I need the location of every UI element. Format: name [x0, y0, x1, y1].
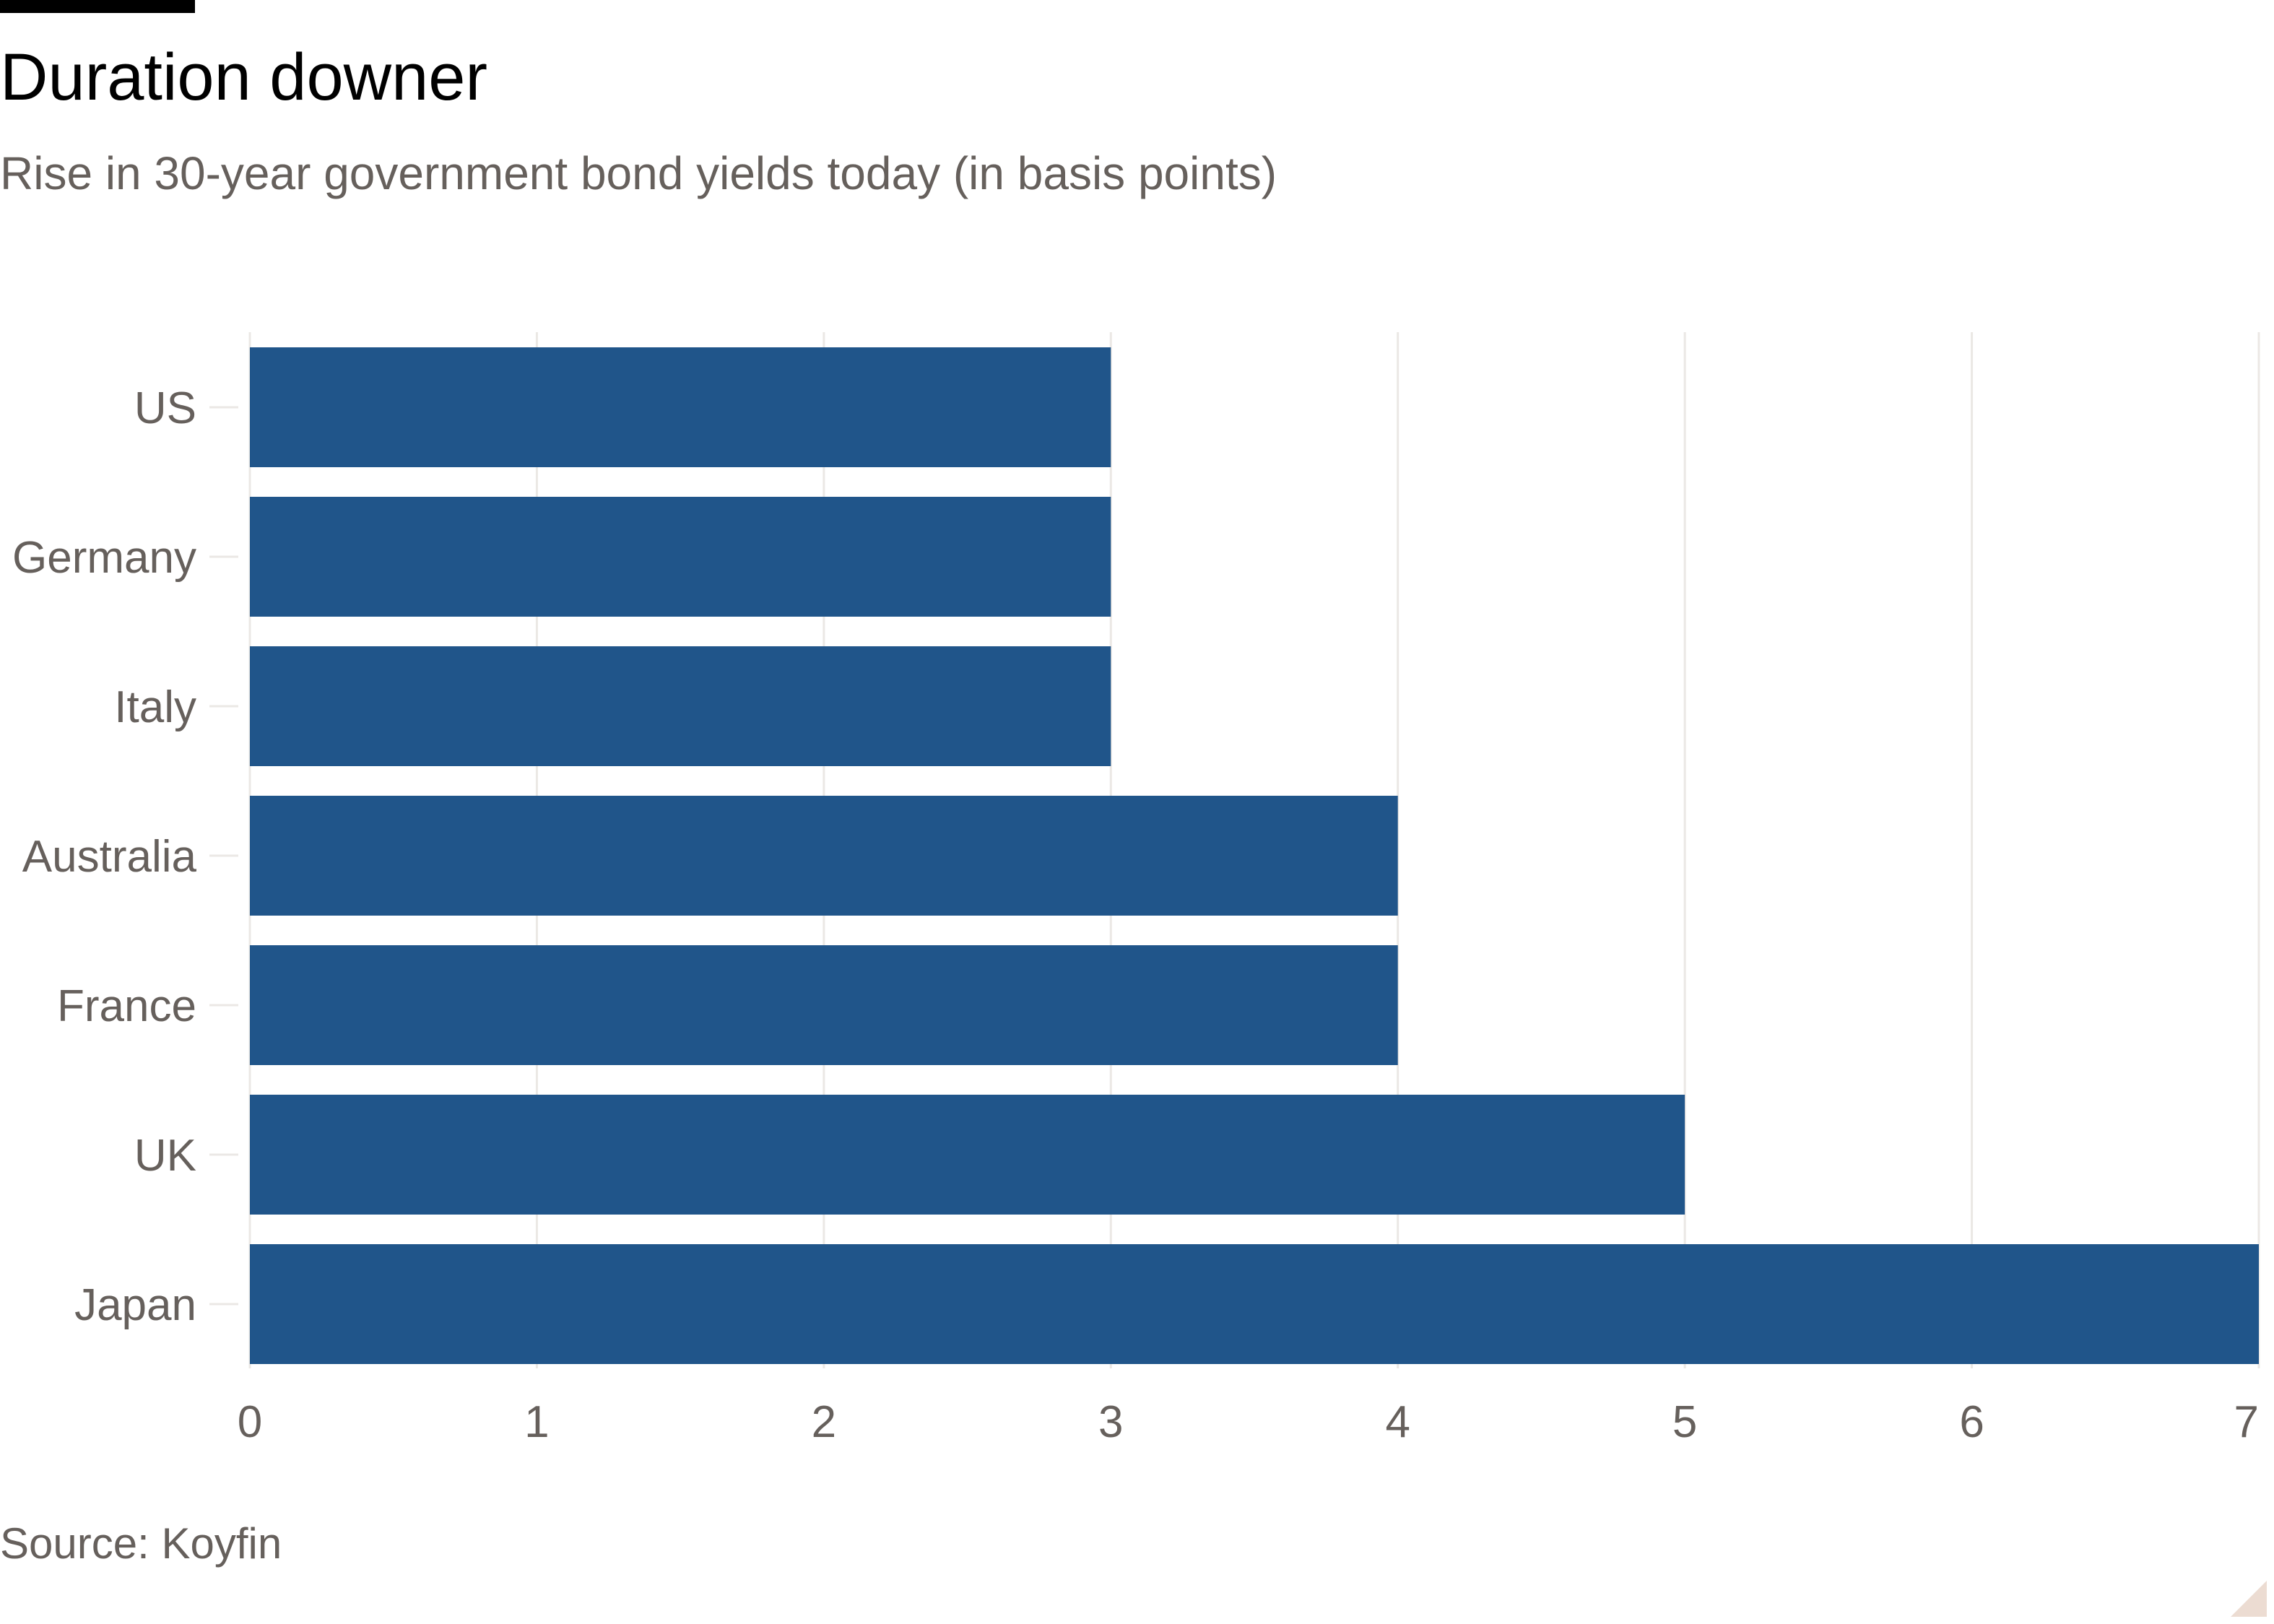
bar-japan: [250, 1244, 2259, 1364]
corner-mark: [2231, 1581, 2267, 1617]
x-tick-label: 6: [1959, 1397, 1984, 1447]
top-rule: [0, 0, 195, 13]
category-label: Germany: [12, 533, 196, 583]
x-tick-label: 4: [1385, 1397, 1410, 1447]
x-tick-label: 3: [1098, 1397, 1123, 1447]
category-labels: US Germany Italy Australia France UK Japan: [12, 383, 238, 1330]
category-label: France: [57, 981, 196, 1031]
bar-italy: [250, 646, 1111, 766]
bar-france: [250, 945, 1398, 1065]
x-tick-label: 5: [1672, 1397, 1697, 1447]
x-tick-label: 0: [238, 1397, 262, 1447]
category-label: US: [134, 383, 196, 433]
bar-uk: [250, 1095, 1685, 1215]
x-tick-labels: 0 1 2 3 4 5 6 7: [238, 1397, 2259, 1447]
source-note: Source: Koyfin: [0, 1519, 282, 1568]
x-tick-label: 7: [2234, 1397, 2259, 1447]
bar-us: [250, 347, 1111, 467]
bars: [250, 347, 2259, 1364]
bar-australia: [250, 796, 1398, 916]
x-tick-label: 2: [812, 1397, 836, 1447]
category-label: UK: [134, 1131, 196, 1181]
category-label: Italy: [114, 682, 196, 732]
category-label: Japan: [74, 1280, 196, 1330]
category-label: Australia: [22, 832, 197, 882]
chart-subtitle: Rise in 30-year government bond yields t…: [0, 147, 1277, 199]
x-tick-label: 1: [524, 1397, 549, 1447]
chart-title: Duration downer: [0, 40, 488, 114]
bar-germany: [250, 497, 1111, 617]
